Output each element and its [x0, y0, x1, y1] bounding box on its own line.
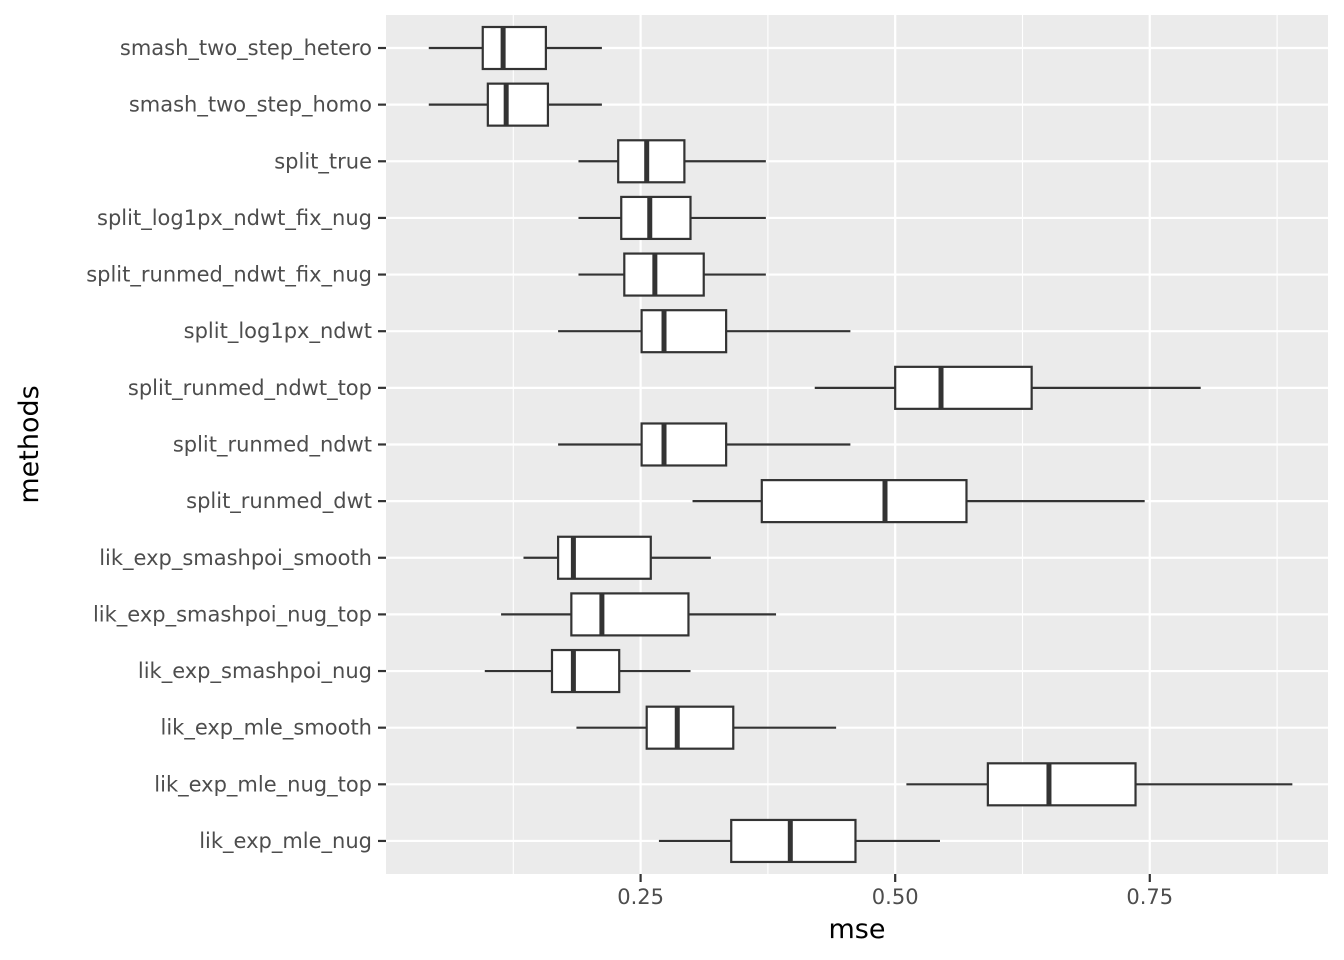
box-smash_two_step_homo [428, 82, 602, 127]
box-split_log1px_ndwt [558, 309, 851, 354]
box-lik_exp_smashpoi_smooth [523, 535, 711, 580]
box-series [428, 25, 1293, 864]
y-tick-label: lik_exp_mle_smooth [161, 716, 373, 741]
box-split_log1px_ndwt_fix_nug [578, 195, 766, 241]
y-tick-label: split_true [274, 149, 372, 174]
box-lik_exp_mle_smooth [576, 705, 837, 750]
box-lik_exp_mle_nug [658, 818, 940, 864]
box-iqr [640, 422, 728, 467]
box-iqr [760, 479, 968, 524]
box-iqr [894, 365, 1033, 410]
box-iqr [620, 195, 692, 241]
y-tick-label: split_runmed_ndwt_top [128, 376, 372, 401]
box-split_runmed_ndwt [558, 422, 851, 467]
x-tick-label: 0.50 [872, 885, 919, 909]
box-split_runmed_ndwt_fix_nug [578, 252, 766, 297]
x-axis: 0.25 0.50 0.75 [617, 874, 1173, 909]
y-tick-label: split_runmed_ndwt [173, 432, 372, 457]
y-tick-label: split_log1px_ndwt [184, 319, 372, 344]
y-tick-label: lik_exp_smashpoi_smooth [99, 546, 372, 571]
box-iqr [640, 309, 728, 354]
box-iqr [550, 648, 621, 694]
y-tick-label: lik_exp_mle_nug [199, 829, 372, 854]
box-iqr [730, 818, 857, 864]
box-iqr [486, 82, 550, 127]
y-tick-label: lik_exp_smashpoi_nug_top [93, 602, 372, 627]
x-tick-label: 0.25 [617, 885, 664, 909]
box-iqr [570, 592, 690, 637]
y-tick-label: smash_two_step_hetero [120, 36, 372, 61]
y-tick-label: split_runmed_ndwt_fix_nug [86, 263, 372, 288]
box-split_runmed_ndwt_top [814, 365, 1201, 410]
box-smash_two_step_hetero [428, 25, 602, 71]
box-lik_exp_mle_nug_top [906, 762, 1293, 807]
x-axis-title: mse [829, 914, 886, 945]
y-tick-label: lik_exp_smashpoi_nug [138, 659, 372, 684]
box-lik_exp_smashpoi_nug_top [501, 592, 777, 637]
y-tick-label: lik_exp_mle_nug_top [154, 772, 372, 797]
box-iqr [617, 139, 686, 184]
y-axis-title: methods [14, 385, 45, 503]
box-iqr [986, 762, 1137, 807]
y-axis: smash_two_step_hetero smash_two_step_homo… [86, 36, 386, 854]
box-split_true [578, 139, 766, 184]
box-split_runmed_dwt [692, 479, 1145, 524]
box-iqr [623, 252, 705, 297]
box-iqr [645, 705, 735, 750]
box-lik_exp_smashpoi_nug [484, 648, 691, 694]
x-tick-label: 0.75 [1126, 885, 1173, 909]
y-tick-label: split_log1px_ndwt_fix_nug [97, 206, 372, 231]
y-tick-label: split_runmed_dwt [186, 489, 372, 514]
box-iqr [481, 25, 547, 71]
y-tick-label: smash_two_step_homo [129, 93, 372, 118]
